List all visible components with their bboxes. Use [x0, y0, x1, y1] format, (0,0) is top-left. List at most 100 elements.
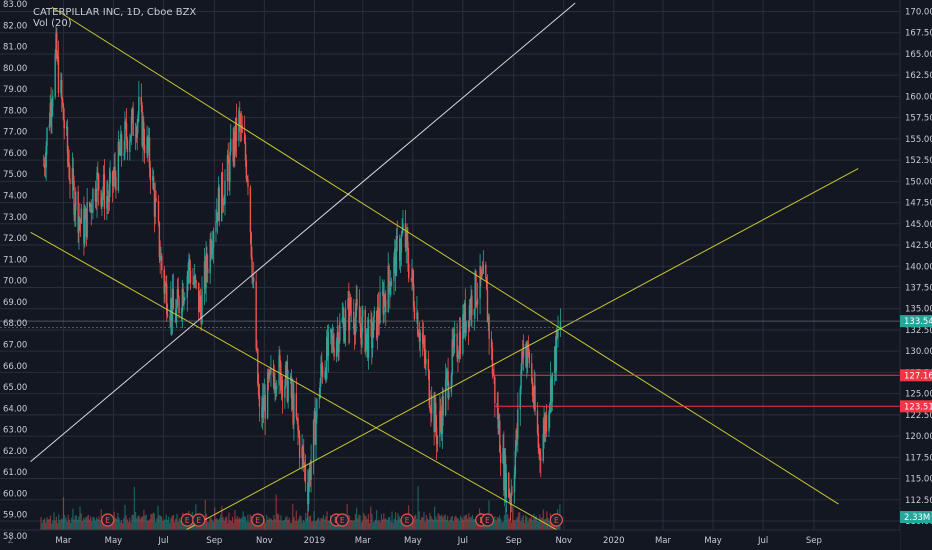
volume-bar [491, 521, 494, 530]
volume-bar [423, 512, 425, 530]
volume-bar [454, 516, 456, 530]
left-tick-label: 71.00 [3, 255, 27, 265]
x-tick-label: Mar [55, 536, 72, 546]
candle-body [246, 178, 248, 180]
candle-body [325, 370, 327, 379]
candle-body [353, 328, 356, 336]
volume-bar [73, 519, 75, 530]
candle-body [493, 375, 495, 377]
volume-bar [421, 517, 423, 530]
volume-bar [370, 506, 372, 530]
volume-bar [212, 521, 215, 530]
bottom-axis-panel[interactable] [0, 530, 900, 550]
right-tick-label: 142.50 [905, 241, 932, 251]
volume-bar [307, 519, 309, 530]
candle-body [67, 153, 70, 163]
candle-body [84, 208, 87, 220]
candle-body [101, 197, 103, 206]
volume-bar [273, 515, 275, 530]
earnings-marker-circle [549, 513, 563, 527]
volume-bar [78, 516, 80, 530]
candle-body [88, 202, 91, 208]
volume-bar [328, 520, 331, 530]
candle-body [222, 202, 225, 205]
candle-body [308, 467, 311, 485]
candle-body [135, 135, 138, 138]
volume-bar [124, 504, 126, 530]
volume-bar [236, 516, 238, 530]
candle-body [262, 398, 265, 411]
candle-body [355, 299, 357, 318]
earnings-marker-label: E [554, 516, 559, 525]
earnings-marker-label: E [185, 516, 190, 525]
right-tick-label: 132.50 [905, 326, 932, 336]
right-axis-panel[interactable] [900, 0, 932, 550]
candle-body [532, 396, 535, 404]
time-scale[interactable]: Mar May Jul Sep Nov 2019 Mar May Jul Sep Nov 2020 Ma… [55, 536, 822, 546]
trendlines[interactable] [30, 2, 859, 539]
candle-body [117, 141, 120, 191]
candle-body [522, 343, 525, 358]
candle-body [172, 288, 175, 310]
volume-bar [496, 517, 498, 530]
volume-bar [151, 513, 153, 530]
volume-bar [285, 517, 287, 530]
candle-body [216, 212, 218, 222]
volume-bar [432, 519, 435, 530]
volume-bar [87, 514, 89, 530]
volume-bar [553, 522, 555, 530]
earnings-markers[interactable]: EEEEEEEEEE [101, 513, 563, 527]
candle-body [451, 339, 453, 375]
candle-body [479, 266, 481, 299]
candle-body [119, 152, 121, 156]
candle-body [296, 417, 298, 419]
candle-body [339, 321, 341, 341]
volume-bar [178, 518, 180, 530]
candle-body [223, 203, 225, 205]
candle-body [310, 460, 312, 480]
volume-bar [443, 515, 445, 530]
volume-bar [457, 518, 459, 530]
candle-body [280, 379, 283, 391]
candle-body [293, 393, 295, 425]
volume-bar [448, 521, 450, 530]
volume-bar [282, 520, 284, 530]
volume-bar [162, 521, 164, 530]
volume-bar [378, 520, 380, 530]
candle-body [549, 404, 551, 413]
volume-bar [417, 486, 419, 530]
volume-bar [497, 517, 500, 530]
left-tick-label: 76.00 [3, 149, 27, 159]
candle-body [336, 332, 339, 341]
volume-bar [218, 518, 221, 530]
candle-body [57, 56, 60, 94]
volume-bar [56, 522, 59, 530]
candle-body [267, 373, 270, 379]
x-tick-label: 2019 [304, 536, 326, 546]
volume-bar [54, 520, 56, 530]
volume-bar [79, 506, 81, 530]
horizontal-lines[interactable] [0, 320, 900, 407]
volume-bar [160, 516, 163, 530]
volume-bar [241, 517, 243, 530]
volume-bar [169, 522, 171, 530]
price-label-text: 133.54 [904, 317, 932, 327]
candle-body [284, 385, 286, 398]
candle-body [419, 332, 421, 342]
candle-body [134, 135, 137, 137]
volume-bar [470, 517, 472, 530]
zoom-icon[interactable]: Z [8, 536, 14, 545]
candle-body [521, 351, 523, 370]
candle-body [536, 410, 539, 434]
candle-body [504, 455, 507, 498]
candle-body [217, 187, 220, 222]
trendline-steep-uptrend [30, 2, 576, 462]
candle-body [542, 433, 544, 461]
left-tick-label: 59.00 [3, 511, 27, 521]
volume-bar [75, 515, 78, 530]
volume-bar [543, 519, 546, 530]
candle-body [441, 396, 444, 435]
volume-bar [419, 520, 422, 530]
candle-body [347, 298, 349, 309]
